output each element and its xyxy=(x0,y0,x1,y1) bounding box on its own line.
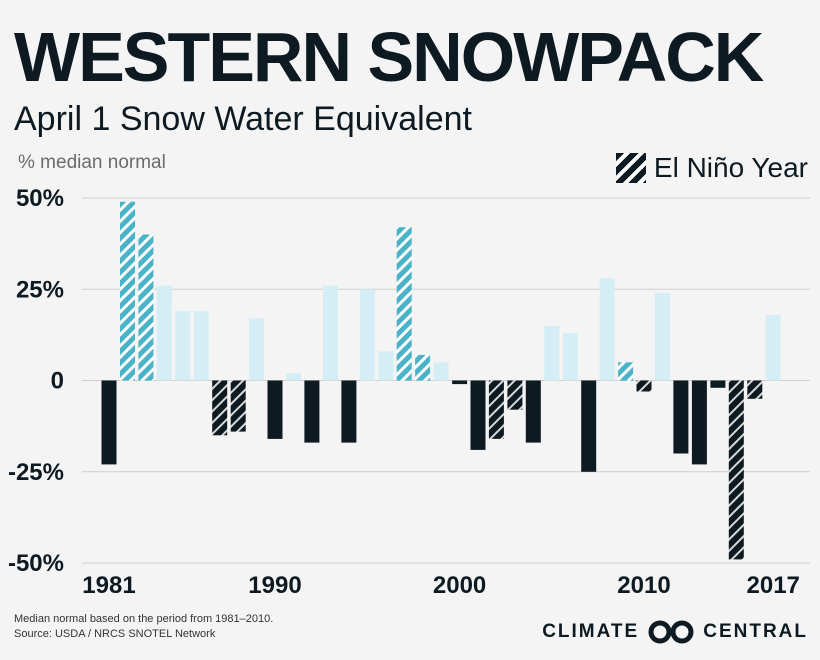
bar-1998 xyxy=(415,354,431,381)
y-tick-label: -25% xyxy=(8,459,64,486)
x-axis-ticks: 1981 1990 2000 2010 2017 xyxy=(82,572,800,599)
bar-2000 xyxy=(452,380,468,385)
bar-2002 xyxy=(488,380,504,439)
bar-1993 xyxy=(322,285,338,381)
bar-1994 xyxy=(341,380,357,443)
x-tick-label: 1981 xyxy=(82,572,135,599)
bar-1990 xyxy=(267,380,283,439)
y-axis-unit-label: % median normal xyxy=(18,152,166,173)
bar-1995 xyxy=(359,289,375,381)
bar-2008 xyxy=(599,278,615,381)
bar-chart: 50% 25% 0 -25% -50% 1981 1990 2000 2010 2017 xyxy=(8,185,810,599)
bar-1989 xyxy=(249,318,265,381)
y-tick-label: 0 xyxy=(51,368,64,395)
legend: El Niño Year xyxy=(615,152,808,184)
bar-2014 xyxy=(710,380,726,388)
bar-2006 xyxy=(562,333,578,381)
x-tick-label: 1990 xyxy=(248,572,301,599)
bar-2011 xyxy=(655,292,670,381)
chart-title: WESTERN SNOWPACK xyxy=(14,18,764,96)
bar-2017 xyxy=(765,314,781,381)
bar-2003 xyxy=(507,380,523,410)
bar-1986 xyxy=(193,311,209,381)
y-axis-ticks: 50% 25% 0 -25% -50% xyxy=(8,185,64,577)
bar-2005 xyxy=(544,325,560,381)
legend-label-el-nino: El Niño Year xyxy=(653,152,808,183)
bar-1982 xyxy=(120,201,135,381)
bar-2012 xyxy=(673,380,689,454)
climate-central-logo-icon xyxy=(647,620,695,644)
footnote-note: Median normal based on the period from 1… xyxy=(14,613,274,625)
y-tick-label: 25% xyxy=(16,276,64,303)
footnote: Median normal based on the period from 1… xyxy=(14,612,273,642)
bar-1981 xyxy=(101,380,117,465)
brand-text-left: CLIMATE xyxy=(542,621,640,642)
bar-1987 xyxy=(212,380,228,436)
bar-2013 xyxy=(691,380,707,465)
bar-2009 xyxy=(618,362,634,381)
x-tick-label: 2000 xyxy=(433,572,486,599)
bar-2016 xyxy=(747,380,763,399)
bar-2001 xyxy=(470,380,486,450)
bar-2004 xyxy=(525,380,541,443)
bar-1984 xyxy=(156,285,172,381)
bars xyxy=(101,201,781,560)
el-nino-hatch-swatch xyxy=(615,153,646,183)
bar-1997 xyxy=(396,227,412,381)
y-tick-label: 50% xyxy=(16,185,64,212)
footnote-source: Source: USDA / NRCS SNOTEL Network xyxy=(14,627,216,640)
bar-1983 xyxy=(138,234,154,381)
brand-logo: CLIMATE CENTRAL xyxy=(542,620,808,644)
brand-text-right: CENTRAL xyxy=(703,621,808,642)
x-tick-label: 2017 xyxy=(747,572,800,599)
bar-1999 xyxy=(433,362,449,381)
bar-1992 xyxy=(304,380,320,443)
bar-1985 xyxy=(175,311,191,381)
chart-subtitle: April 1 Snow Water Equivalent xyxy=(14,100,472,138)
bar-2010 xyxy=(636,380,652,392)
x-tick-label: 2010 xyxy=(617,572,670,599)
bar-1996 xyxy=(378,351,394,381)
y-tick-label: -50% xyxy=(8,550,64,577)
bar-1991 xyxy=(286,373,301,381)
bar-2015 xyxy=(728,380,744,560)
bar-2007 xyxy=(581,380,597,472)
bar-1988 xyxy=(230,380,246,432)
